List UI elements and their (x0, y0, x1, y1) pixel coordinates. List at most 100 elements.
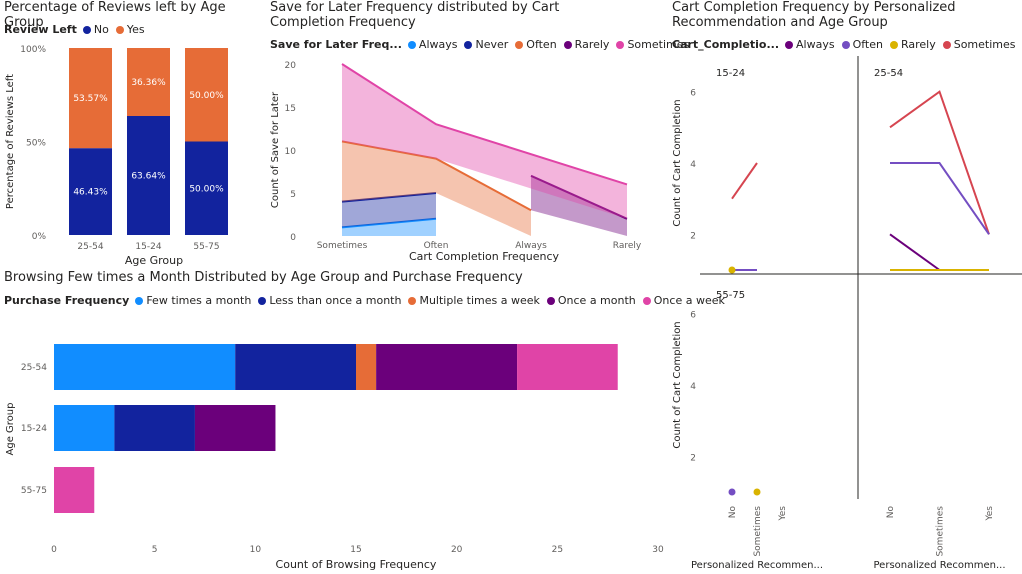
chart-title: Percentage of Reviews left by Age Group (4, 0, 226, 30)
point-rarely (728, 266, 736, 274)
legend-marker (515, 40, 524, 49)
area-always (342, 218, 436, 236)
legend-label: Less than once a month (269, 294, 402, 307)
legend-item-multiple-times-a-week[interactable]: Multiple times a week (408, 294, 540, 307)
cart-completion-chart: Cart Completion Frequency by Personalize… (672, 0, 1022, 574)
line-sometimes (731, 162, 758, 200)
legend-item-always[interactable]: Always (785, 38, 835, 51)
y-tick-label: 20 (285, 61, 297, 71)
legend-item-never[interactable]: Never (464, 38, 508, 51)
y-tick-label: 0% (32, 232, 47, 242)
legend-marker (82, 25, 91, 34)
legend-item-once-a-month[interactable]: Once a month (546, 294, 636, 307)
bar-once-a-week (54, 467, 95, 513)
legend-label: Yes (126, 23, 145, 36)
x-tick-label: No (728, 506, 738, 519)
x-axis-title: Personalized Recommen... (691, 560, 823, 571)
legend-label: Multiple times a week (419, 294, 540, 307)
legend-item-few-times-a-month[interactable]: Few times a month (135, 294, 251, 307)
save-for-later-plot: 0 5 10 15 20 Sometimes Often Always Rarely Cart C… (270, 61, 642, 263)
reviews-plot: 0% 50% 100% 46.43% 53.57% 25-54 63.64% 36.36% 15… (5, 45, 228, 267)
legend-item-less-than-once-a-month[interactable]: Less than once a month (258, 294, 401, 307)
legend-label: Rarely (900, 38, 936, 51)
x-tick-label: 5 (152, 545, 158, 555)
chart-legend: Purchase Frequency Few times a month Less … (4, 294, 728, 307)
legend-item-sometimes[interactable]: Sometimes (942, 38, 1016, 51)
data-label: 36.36% (131, 78, 166, 88)
x-tick-label: 55-75 (193, 242, 219, 252)
data-label: 63.64% (131, 171, 166, 181)
x-tick-label: 30 (652, 545, 664, 555)
legend-label: Few times a month (146, 294, 252, 307)
y-tick-label: 6 (690, 311, 696, 321)
y-tick-label: 25-54 (21, 363, 47, 373)
browsing-plot: 25-54 15-24 55-75 0 5 10 15 20 25 30 Count of Brow… (5, 344, 664, 571)
legend-marker (407, 40, 416, 49)
bar-yes (185, 48, 228, 142)
legend-item-always[interactable]: Always (407, 38, 458, 51)
legend-label: Always (418, 38, 458, 51)
x-tick-label: 25 (552, 545, 563, 555)
y-tick-label: 2 (690, 231, 696, 241)
area-sometimes (342, 64, 627, 219)
y-tick-label: 4 (690, 382, 696, 392)
bar-once-a-month (376, 344, 518, 390)
legend-title: Review Left (4, 23, 77, 36)
line-always (889, 233, 941, 271)
legend-marker (258, 296, 267, 305)
x-tick-label: Always (515, 241, 547, 251)
x-tick-label: Yes (985, 506, 995, 522)
chart-title: Save for Later Frequency distributed by … (270, 0, 560, 30)
y-tick-label: 10 (285, 147, 297, 157)
legend-title: Cart_Completio... (672, 38, 779, 51)
line-rarely (530, 174, 628, 220)
legend-label: Often (852, 38, 883, 51)
x-tick-label: 10 (250, 545, 262, 555)
data-label: 46.43% (73, 188, 108, 198)
legend-title: Purchase Frequency (4, 294, 130, 307)
cart-completion-plot: 15-24 2 4 6 Count of Cart Completion 25-54 55-… (672, 56, 1022, 571)
area-often (342, 141, 531, 236)
y-tick-label: 6 (690, 89, 696, 99)
legend-label: Once a week (653, 294, 725, 307)
chart-title: Cart Completion Frequency by Personalize… (672, 0, 956, 30)
bar-multiple-times-a-week (356, 344, 377, 390)
legend-item-no[interactable]: No (82, 23, 109, 36)
legend-item-sometimes[interactable]: Sometimes (616, 38, 689, 51)
area-never (342, 193, 436, 228)
legend-marker (115, 25, 124, 34)
bar-once-a-week (517, 344, 618, 390)
line-always (341, 217, 437, 229)
chart-legend: Cart_Completio... Always Often Rarely Someti… (672, 38, 1019, 51)
legend-item-rarely[interactable]: Rarely (889, 38, 936, 51)
x-tick-label: Sometimes (753, 506, 763, 557)
legend-marker (942, 40, 951, 49)
legend-label: Rarely (574, 38, 610, 51)
line-sometimes (889, 90, 990, 235)
x-tick-label: No (886, 506, 896, 519)
legend-item-once-a-week[interactable]: Once a week (642, 294, 725, 307)
point-often (728, 488, 736, 496)
chart-legend: Save for Later Freq... Always Never Often Ra… (270, 38, 692, 51)
bar-few-times-a-month (54, 344, 236, 390)
bar-no (185, 141, 228, 235)
legend-label: No (93, 23, 109, 36)
legend-item-yes[interactable]: Yes (115, 23, 145, 36)
legend-marker (642, 296, 651, 305)
save-for-later-chart: Save for Later Frequency distributed by … (270, 0, 689, 270)
legend-label: Never (475, 38, 509, 51)
panel-label: 25-54 (874, 68, 903, 79)
legend-marker (546, 296, 555, 305)
x-axis-title: Cart Completion Frequency (409, 250, 560, 263)
legend-item-rarely[interactable]: Rarely (563, 38, 610, 51)
data-label: 50.00% (189, 184, 224, 194)
y-axis-title: Count of Save for Later (270, 91, 281, 208)
legend-label: Sometimes (627, 38, 690, 51)
legend-item-often[interactable]: Often (841, 38, 883, 51)
y-tick-label: 55-75 (21, 486, 47, 496)
x-tick-label: Yes (778, 506, 788, 522)
bar-no (69, 148, 112, 235)
y-axis-title: Percentage of Reviews Left (5, 74, 16, 209)
legend-item-often[interactable]: Often (515, 38, 557, 51)
x-tick-label: 25-54 (77, 242, 103, 252)
